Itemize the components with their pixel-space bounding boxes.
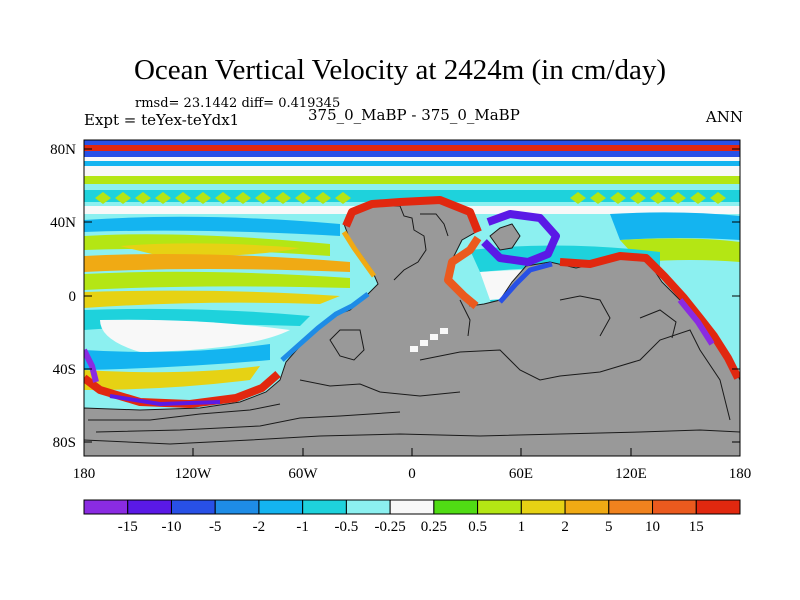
lon-tick-180e: 180: [729, 466, 752, 482]
colorbar-swatch: [170, 499, 216, 515]
colorbar-swatch: [520, 499, 566, 515]
colorbar-label: -10: [161, 519, 181, 535]
lon-tick-60w: 60W: [288, 466, 318, 482]
lon-tick-120w: 120W: [175, 466, 213, 482]
map-field: [84, 140, 740, 456]
colorbar-label: 2: [561, 519, 569, 535]
experiment-label: Expt = teYex-teYdx1: [84, 111, 240, 129]
colorbar-label: 10: [645, 519, 660, 535]
lat-tick-40s: 40S: [53, 362, 76, 378]
colorbar-swatch: [302, 499, 347, 515]
colorbar-swatch: [695, 499, 741, 515]
lon-tick-60e: 60E: [509, 466, 533, 482]
colorbar-swatch: [214, 499, 260, 515]
colorbar-label: 5: [605, 519, 613, 535]
stats-label: rmsd= 23.1442 diff= 0.419345: [135, 96, 341, 111]
lon-tick-180w: 180: [73, 466, 96, 482]
land-outlines: [84, 205, 740, 445]
colorbar: [83, 499, 741, 515]
lon-tick-0: 0: [408, 466, 416, 482]
season-label: ANN: [705, 108, 743, 126]
colorbar-swatch: [127, 499, 172, 515]
colorbar-label: -2: [253, 519, 266, 535]
colorbar-swatch: [652, 499, 697, 515]
lat-tick-40n: 40N: [50, 215, 76, 231]
colorbar-label: 0.25: [421, 519, 447, 535]
longitude-labels: 180 120W 60W 0 60E 120E 180: [73, 466, 752, 482]
latitude-labels: 80N 40N 0 40S 80S: [50, 142, 76, 451]
colorbar-swatch: [564, 499, 610, 515]
lat-tick-0: 0: [69, 289, 77, 305]
colorbar-label: -15: [118, 519, 138, 535]
lat-tick-80s: 80S: [53, 435, 76, 451]
figure-title: Ocean Vertical Velocity at 2424m (in cm/…: [133, 54, 667, 86]
lon-tick-120e: 120E: [615, 466, 647, 482]
colorbar-label: -1: [296, 519, 309, 535]
colorbar-label: -0.25: [375, 519, 406, 535]
colorbar-label: 15: [689, 519, 704, 535]
lat-tick-80n: 80N: [50, 142, 76, 158]
colorbar-swatch: [345, 499, 391, 515]
colorbar-swatch: [477, 499, 522, 515]
colorbar-labels: -15 -10 -5 -2 -1 -0.5 -0.25 0.25 0.5 1 2 5 10 15: [118, 519, 704, 535]
colorbar-label: -5: [209, 519, 222, 535]
colorbar-swatch: [83, 499, 129, 515]
comparison-label: 375_0_MaBP - 375_0_MaBP: [308, 106, 520, 124]
colorbar-label: 0.5: [468, 519, 487, 535]
colorbar-label: -0.5: [335, 519, 359, 535]
colorbar-swatch: [608, 499, 654, 515]
colorbar-swatch: [258, 499, 304, 515]
colorbar-swatch: [389, 499, 435, 515]
colorbar-swatch: [433, 499, 479, 515]
colorbar-label: 1: [518, 519, 526, 535]
